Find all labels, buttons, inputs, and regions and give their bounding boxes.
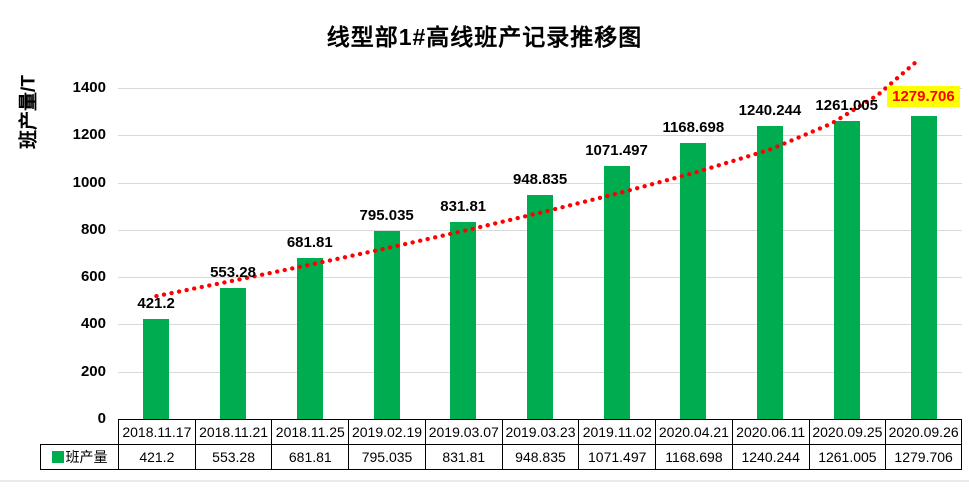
bar-value-label: 948.835 (513, 170, 568, 188)
y-tick-label: 800 (80, 220, 106, 238)
table-date-cell: 2020.06.11 (731, 419, 810, 445)
table-value-cell: 1240.244 (731, 444, 810, 470)
chart-bottom-edge (0, 480, 969, 482)
table-value-cell: 421.2 (118, 444, 196, 470)
table-date-cell: 2020.09.26 (885, 419, 962, 445)
y-tick-label: 600 (80, 268, 106, 286)
table-date-cell: 2019.03.07 (424, 419, 503, 445)
table-date-cell: 2018.11.21 (194, 419, 273, 445)
table-value-cell: 1261.005 (808, 444, 887, 470)
y-axis-title: 班产量/T (18, 75, 40, 149)
y-tick-label: 1000 (72, 173, 106, 191)
bar-value-label: 681.81 (286, 233, 333, 251)
table-value-cell: 831.81 (424, 444, 503, 470)
table-date-cell: 2020.09.25 (808, 419, 887, 445)
bar-value-label: 795.035 (359, 207, 414, 225)
table-value-cell: 795.035 (348, 444, 426, 470)
table-date-cell: 2018.11.25 (271, 419, 350, 445)
table-date-cell: 2020.04.21 (655, 419, 733, 445)
table-date-cell: 2019.03.23 (501, 419, 580, 445)
bar-value-label: 1071.497 (585, 141, 648, 159)
bar (450, 222, 477, 419)
bar (527, 194, 553, 419)
table-value-cell: 553.28 (194, 444, 273, 470)
bar (833, 120, 860, 419)
table-date-cell: 2019.02.19 (348, 419, 426, 445)
table-value-cell: 1168.698 (655, 444, 733, 470)
legend-cell: 班产量 (40, 444, 119, 470)
table-value-cell: 1071.497 (578, 444, 657, 470)
gridline (118, 88, 962, 89)
chart-title: 线型部1#高线班产记录推移图 (326, 24, 643, 50)
y-tick-label: 0 (97, 410, 106, 427)
bar (143, 319, 170, 419)
y-tick-label: 200 (80, 362, 106, 380)
bar (373, 231, 400, 419)
bar (910, 116, 937, 419)
y-tick-label: 1400 (72, 79, 106, 96)
bar-value-label: 553.28 (210, 264, 256, 282)
bar-value-label: 1261.005 (815, 96, 878, 114)
bar (757, 125, 784, 419)
bar (680, 142, 707, 419)
table-value-cell: 1279.706 (885, 444, 962, 470)
bar-value-label: 421.2 (137, 295, 175, 313)
bar-value-label: 1168.698 (662, 118, 725, 136)
bar-value-label: 1240.244 (738, 101, 802, 119)
y-tick-label: 400 (80, 315, 106, 333)
bar-value-label-highlight: 1279.706 (887, 86, 960, 108)
table-date-cell: 2018.11.17 (118, 419, 196, 445)
y-tick-label: 1200 (72, 126, 106, 144)
bar (603, 165, 630, 419)
bar (296, 257, 323, 419)
bar-value-label: 831.81 (440, 198, 487, 216)
table-value-cell: 948.835 (501, 444, 580, 470)
table-date-cell: 2019.11.02 (578, 419, 657, 445)
legend-swatch-icon (51, 451, 64, 463)
table-value-cell: 681.81 (271, 444, 350, 470)
legend-label: 班产量 (65, 449, 108, 465)
bar (220, 288, 247, 419)
